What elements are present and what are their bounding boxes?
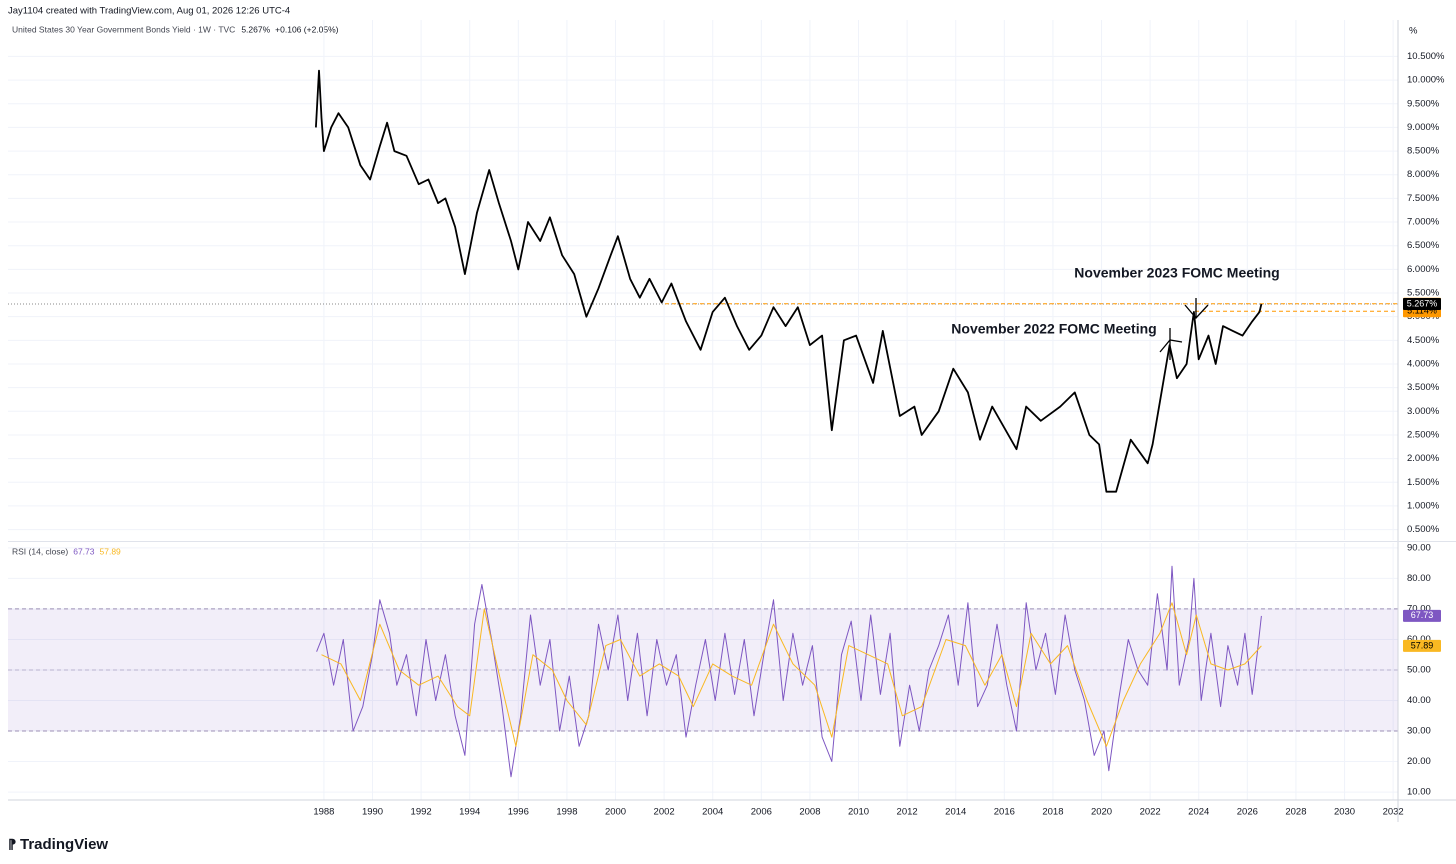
y-tick-label: 9.500%: [1407, 98, 1440, 109]
annotation: November 2023 FOMC Meeting: [1074, 265, 1279, 281]
arrow: [1184, 304, 1209, 319]
y-tick-label: 1.000%: [1407, 500, 1440, 511]
y-tick-label: 60.00: [1407, 634, 1431, 645]
plot-layer: 1988 1990 1992 1994 1996 1998 2000 2002 2004 2006…: [8, 14, 1456, 822]
x-tick-label: 1988: [313, 807, 334, 818]
y-tick-label: 7.000%: [1407, 217, 1440, 228]
y-tick-label: 4.500%: [1407, 335, 1440, 346]
brand: TradingView: [20, 836, 108, 853]
y-tick-label: 3.500%: [1407, 382, 1440, 393]
axis-layer: 0.500% 1.000% 1.500% 2.000% 2.500% 3.000% 3.50…: [8, 14, 1456, 822]
x-tick-label: 1996: [508, 807, 529, 818]
y-tick-label: 4.000%: [1407, 359, 1440, 370]
series-line: [321, 602, 1262, 747]
y-unit: %: [1409, 26, 1418, 37]
x-tick-label: 2002: [654, 807, 675, 818]
x-tick-label: 1994: [459, 807, 480, 818]
y-tick-label: 8.500%: [1407, 146, 1440, 157]
annotation: November 2022 FOMC Meeting: [951, 321, 1156, 337]
y-tick-label: 90.00: [1407, 542, 1431, 553]
y-tick-label: 10.00: [1407, 787, 1431, 798]
x-tick-label: 1992: [411, 807, 432, 818]
y-tick-label: 0.500%: [1407, 524, 1440, 535]
symbol-title: United States 30 Year Government Bonds Y…: [12, 24, 235, 34]
y-tick-label: 70.00: [1407, 603, 1431, 614]
y-tick-label: 1.500%: [1407, 477, 1440, 488]
x-tick-label: 2000: [605, 807, 626, 818]
y-tick-label: 6.000%: [1407, 264, 1440, 275]
x-tick-label: 2022: [1140, 807, 1161, 818]
series-line: [316, 565, 1262, 778]
x-tick-label: 2026: [1237, 807, 1258, 818]
price-axis-bg: [1399, 14, 1456, 546]
last-tag-bg: [1403, 639, 1441, 652]
y-tick-label: 80.00: [1407, 573, 1431, 584]
y-tick-label: 2.500%: [1407, 429, 1440, 440]
pane-title: RSI (14, close): [12, 546, 68, 556]
x-tick-label: 2030: [1334, 807, 1355, 818]
y-tick-label: 50.00: [1407, 664, 1431, 675]
y-tick-label: 2.000%: [1407, 453, 1440, 464]
x-tick-label: 1998: [556, 807, 577, 818]
legend-value: 67.73: [73, 546, 95, 556]
x-tick-label: 2006: [751, 807, 772, 818]
annotation-arrows: [1159, 298, 1209, 360]
x-tick-label: 2020: [1091, 807, 1112, 818]
y-tick-label: 6.500%: [1407, 240, 1440, 251]
price-axis-bg: [1399, 537, 1456, 806]
author-note: Jay1104 created with TradingView.com, Au…: [8, 6, 290, 17]
x-tick-label: 2016: [994, 807, 1015, 818]
x-tick-label: 2018: [1042, 807, 1063, 818]
brand-logo: ⁋: [8, 836, 16, 851]
x-tick-label: 2032: [1383, 807, 1404, 818]
arrow: [1159, 339, 1183, 353]
series-layer: November 2023 FOMC Meeting November 2022 …: [315, 69, 1398, 778]
y-tick-label: 9.000%: [1407, 122, 1440, 133]
y-tick-label: 10.500%: [1407, 51, 1445, 62]
x-tick-label: 2014: [945, 807, 966, 818]
y-tick-label: 8.000%: [1407, 169, 1440, 180]
x-tick-label: 2010: [848, 807, 869, 818]
header-change: +0.106 (+2.05%): [275, 24, 338, 34]
header-price: 5.267%: [241, 24, 270, 34]
y-tick-label: 7.500%: [1407, 193, 1440, 204]
x-tick-label: 2004: [702, 807, 723, 818]
y-tick-label: 3.000%: [1407, 406, 1440, 417]
level-tag: 5.114%: [1407, 306, 1437, 316]
y-tick-label: 40.00: [1407, 695, 1431, 706]
y-tick-label: 20.00: [1407, 756, 1431, 767]
y-tick-label: 10.000%: [1407, 75, 1445, 86]
legend-value: 57.89: [100, 546, 122, 556]
series-line: [315, 69, 1263, 493]
current-tag-bg: [1403, 298, 1441, 311]
y-tick-label: 5.500%: [1407, 288, 1440, 299]
x-tick-label: 2012: [897, 807, 918, 818]
x-tick-label: 2028: [1285, 807, 1306, 818]
grid-layer: 1988 1990 1992 1994 1996 1998 2000 2002 2004 2006…: [8, 20, 1404, 818]
x-tick-label: 2024: [1188, 807, 1209, 818]
x-tick-label: 2008: [799, 807, 820, 818]
x-tick-label: 1990: [362, 807, 383, 818]
last-tag: 67.73: [1411, 610, 1434, 620]
last-tag-bg: [1403, 609, 1441, 622]
current-tag: 5.267%: [1407, 298, 1438, 308]
last-tag: 57.89: [1411, 640, 1434, 650]
y-tick-label: 30.00: [1407, 726, 1431, 737]
